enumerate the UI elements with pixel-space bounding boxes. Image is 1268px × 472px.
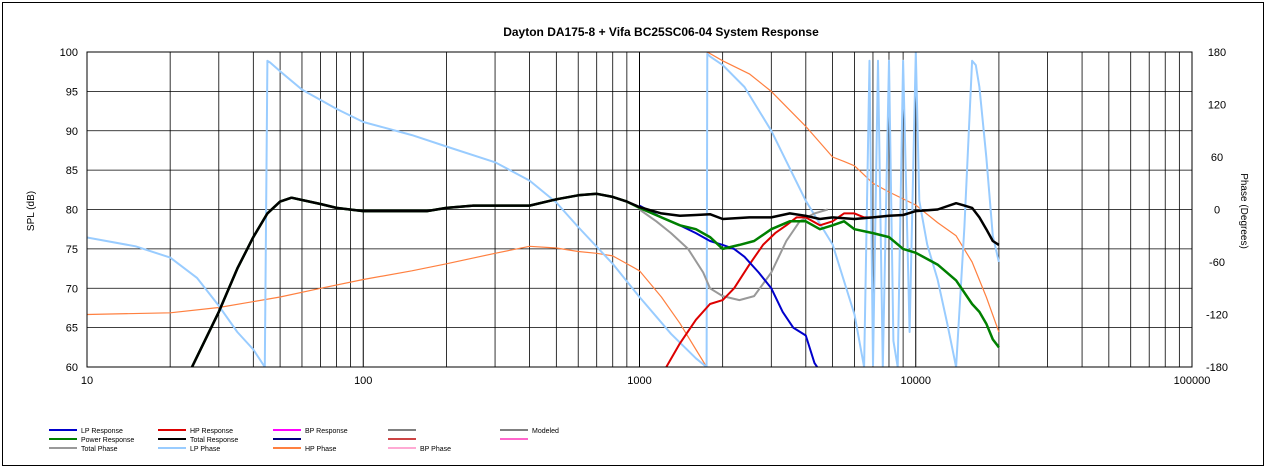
y-tick-label: 90: [66, 126, 78, 138]
x-tick-label: 100: [354, 375, 372, 387]
legend-label: LP Phase: [190, 446, 220, 453]
tick-labels: 10 100 1000 10000 100000 60 65 70 75 80 85 90 95 100 -…: [60, 47, 1228, 387]
legend-label: HP Phase: [305, 446, 336, 453]
x-tick-label: 100000: [1174, 375, 1211, 387]
y-tick-label: 80: [66, 205, 78, 217]
series-line-hp-response: [665, 212, 873, 367]
legend-label: Total Phase: [81, 446, 118, 453]
y2-tick-label: -180: [1206, 362, 1228, 374]
y-tick-label: 95: [66, 86, 78, 98]
plot-area-border: [86, 51, 1193, 368]
series-line-lp-response: [639, 204, 819, 367]
legend-label: Power Response: [81, 437, 134, 444]
y-tick-label: 65: [66, 323, 78, 335]
y2-tick-label: 60: [1211, 152, 1223, 164]
x-tick-label: 1000: [627, 375, 651, 387]
legend-label: Modeled: [532, 428, 559, 435]
y2-tick-label: -120: [1206, 310, 1228, 322]
y-tick-label: 60: [66, 362, 78, 374]
series-line-power-response: [190, 192, 1000, 367]
y-tick-label: 70: [66, 283, 78, 295]
chart-title: Dayton DA175-8 + Vifa BC25SC06-04 System…: [503, 25, 819, 39]
legend-label: BP Phase: [420, 446, 451, 453]
y-tick-label: 85: [66, 165, 78, 177]
y-tick-label: 100: [60, 47, 78, 59]
legend-label: LP Response: [81, 428, 123, 435]
y-tick-label: 75: [66, 244, 78, 256]
series-group: [87, 52, 1000, 367]
legend-label: Total Response: [190, 437, 238, 444]
series-line-hp-phase: [87, 52, 1000, 367]
legend-label: BP Response: [305, 428, 348, 435]
series-line-lp-phase: [87, 52, 1000, 367]
chart-frame: Dayton DA175-8 + Vifa BC25SC06-04 System…: [2, 2, 1264, 466]
legend-label: HP Response: [190, 428, 233, 435]
series-line-total-phase: [638, 208, 828, 302]
y2-axis-label: Phase (Degrees): [1238, 173, 1249, 249]
y2-tick-label: -60: [1209, 257, 1225, 269]
legend: LP Response HP Response BP Response Modeled…: [49, 428, 559, 453]
y2-tick-label: 180: [1208, 47, 1226, 59]
y2-tick-label: 0: [1214, 205, 1220, 217]
y-axis-label: SPL (dB): [26, 191, 37, 231]
x-tick-label: 10: [81, 375, 93, 387]
x-tick-label: 10000: [900, 375, 931, 387]
series-line-total-response: [190, 192, 1000, 367]
y2-tick-label: 120: [1208, 100, 1226, 112]
system-response-chart: Dayton DA175-8 + Vifa BC25SC06-04 System…: [26, 25, 1249, 453]
